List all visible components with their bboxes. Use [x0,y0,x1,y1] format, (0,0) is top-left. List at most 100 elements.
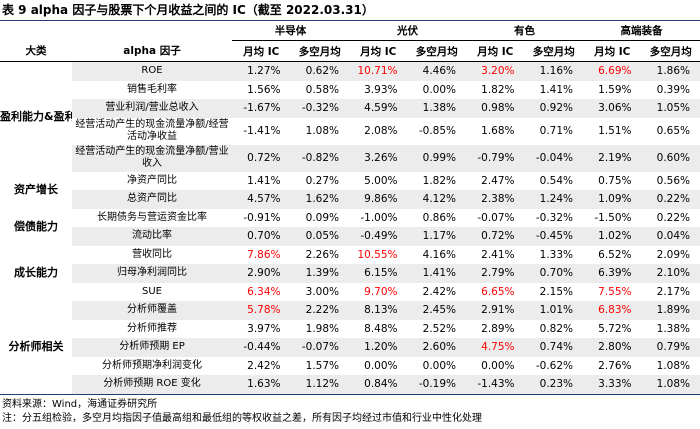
value-cell: 8.13% [349,301,408,320]
value-cell: 5.72% [598,322,632,335]
value-cell: -0.07% [477,211,515,224]
value-cell: 0.22% [641,190,700,209]
table-row: 归母净利润同比 2.90% 1.39% 6.15% 1.41% 2.79% 0.70% 6.3… [0,264,700,283]
factor-cell: 经营活动产生的现金流量净额/营业收入 [72,144,232,172]
value-cell: 2.76% [598,359,632,372]
category-cell: 盈利能力&盈利质量 [0,61,72,172]
factor-cell: 总资产同比 [72,190,232,209]
value-cell: 3.93% [364,83,398,96]
value-cell: 6.52% [598,248,632,261]
value-cell: -0.19% [407,375,466,395]
value-cell: 0.23% [524,375,583,395]
value-cell: 2.60% [407,338,466,357]
value-cell: 1.08% [656,359,690,372]
value-cell: 0.70% [524,264,583,283]
value-cell: 1.41% [539,83,573,96]
value-cell: 0.60% [641,144,700,172]
value-cell: 2.90% [232,264,291,283]
value-cell: -0.32% [535,211,573,224]
value-cell: 1.57% [305,359,339,372]
value-cell: 0.00% [422,83,456,96]
value-cell: 1.98% [305,322,339,335]
value-cell: -0.91% [243,211,281,224]
category-cell: 成长能力 [0,245,72,301]
value-cell: 1.86% [641,61,700,81]
blank [0,21,72,41]
table-row: 销售毛利率 1.56% 0.58% 3.93% 0.00% 1.82% 1.41% 1.59%… [0,81,700,100]
group-header: 高端装备 [583,21,700,41]
value-cell: 2.47% [481,174,515,187]
value-cell: 1.56% [247,83,281,96]
factor-cell: 分析师覆盖 [72,301,232,320]
value-cell: 1.16% [524,61,583,81]
value-cell: 0.84% [349,375,408,395]
value-cell: 1.41% [407,264,466,283]
value-cell: 1.33% [539,248,573,261]
factor-cell: 分析师预期净利润变化 [102,359,202,371]
value-cell: 0.62% [290,61,349,81]
factor-cell: 销售毛利率 [127,83,177,95]
value-cell: 3.33% [583,375,642,395]
value-cell: 0.75% [598,174,632,187]
value-cell: 4.46% [407,61,466,81]
value-cell: 1.39% [290,264,349,283]
value-cell: 0.09% [305,211,339,224]
table-row: 分析师预期 ROE 变化 1.63% 1.12% 0.84% -0.19% -1.43% 0… [0,375,700,395]
value-cell: 2.17% [656,285,690,298]
value-cell: 0.00% [364,359,398,372]
factor-cell: 分析师预期 EP [72,338,232,357]
value-cell: 1.38% [407,99,466,118]
value-cell: 1.27% [232,61,291,81]
value-cell: -0.07% [290,338,349,357]
factor-cell: 分析师推荐 [127,322,177,334]
table-row: 偿债能力 长期债务与营运资金比率 -0.91% 0.09% -1.00% 0.86% -0.… [0,208,700,246]
factor-cell: 流动比率 [72,227,232,246]
value-cell: 2.45% [407,301,466,320]
value-cell: 0.82% [539,322,573,335]
value-cell: 1.02% [583,227,642,246]
value-cell: 2.22% [290,301,349,320]
value-cell: 1.38% [656,322,690,335]
value-cell: 6.34% [247,285,281,298]
group-header: 有色 [466,21,583,41]
factor-cell: ROE [72,61,232,81]
value-cell: 0.27% [305,174,339,187]
value-cell: 2.52% [422,322,456,335]
blank [72,21,232,41]
value-cell: 2.09% [656,248,690,261]
value-cell: 2.42% [422,285,456,298]
value-cell: 1.20% [349,338,408,357]
table-row: 经营活动产生的现金流量净额/经营活动净收益 -1.41% 1.08% 2.08% -0.… [0,118,700,145]
table-row: 成长能力 营收同比 7.86% 2.26% 10.55% 4.16% 2.41% 1.33% 6… [0,245,700,301]
value-cell: 0.98% [466,99,525,118]
value-cell: 3.20% [466,61,525,81]
value-cell: 0.56% [656,174,690,187]
value-cell: 5.00% [364,174,398,187]
value-cell: 0.65% [656,125,690,137]
value-cell: 2.41% [481,248,515,261]
value-cell: 0.05% [290,227,349,246]
value-cell: 2.80% [583,338,642,357]
factor-cell: 分析师预期 ROE 变化 [72,375,232,395]
value-cell: 6.83% [583,301,642,320]
value-cell: 2.42% [247,359,281,372]
category-cell: 资产增长 [0,171,72,209]
value-cell: 2.91% [466,301,525,320]
value-cell: 1.51% [598,125,632,137]
value-cell: 1.08% [305,125,339,137]
value-cell: 4.16% [422,248,456,261]
column-header: 月均 IC [583,40,642,62]
value-cell: 3.26% [349,144,408,172]
table-row: 盈利能力&盈利质量ROE1.27%0.62%10.71%4.46%3.20%1.… [0,61,700,172]
value-cell: 4.75% [466,338,525,357]
value-cell: 2.15% [539,285,573,298]
value-cell: -1.50% [594,211,632,224]
table-row: 资产增长 净资产同比 1.41% 0.27% 5.00% 1.82% 2.47% 0.54% 0… [0,171,700,209]
value-cell: 7.55% [598,285,632,298]
value-cell: 6.39% [583,264,642,283]
group-header: 光伏 [349,21,466,41]
value-cell: -0.79% [466,144,525,172]
value-cell: 0.00% [481,359,515,372]
value-cell: 0.70% [232,227,291,246]
value-cell: 6.69% [583,61,642,81]
